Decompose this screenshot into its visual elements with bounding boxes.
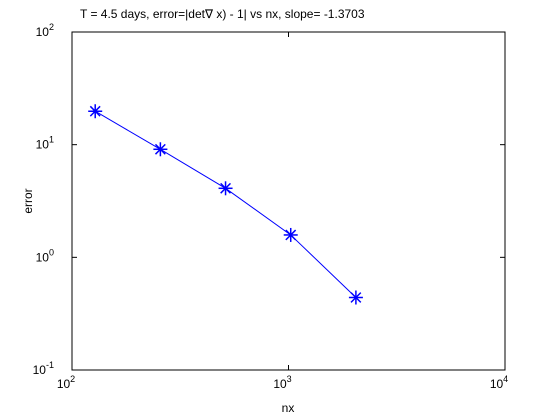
tick-label: 10-1 [33,360,54,377]
marker-stroke [89,105,101,117]
x-axis-label: nx [282,401,295,415]
marker-stroke [220,182,231,194]
tick-label: 102 [36,22,54,39]
tick-exponent: -1 [46,360,54,370]
marker [88,104,103,119]
tick-exponent: 1 [49,135,54,145]
tick-label: 104 [490,374,508,391]
marker-stroke [154,143,166,155]
tick-exponent: 2 [49,22,54,32]
marker [218,181,233,196]
tick-base: 10 [36,25,50,39]
tick-label: 102 [57,374,75,391]
marker-stroke [285,229,297,241]
tick-base: 10 [36,250,50,264]
plot-area [71,31,506,371]
tick-exponent: 3 [287,374,292,384]
marker-stroke [350,292,362,303]
tick-exponent: 4 [503,374,508,384]
marker [348,290,363,305]
tick-label: 103 [273,374,291,391]
tick-base: 10 [33,363,47,377]
y-axis-label: error [21,188,35,213]
tick-base: 10 [36,138,50,152]
marker [153,142,168,157]
tick-exponent: 2 [70,374,75,384]
tick-exponent: 0 [49,247,54,257]
tick-label: 101 [36,135,54,152]
chart-title: T = 4.5 days, error=|det∇ x) - 1| vs nx,… [80,7,365,21]
tick-label: 100 [36,247,54,264]
tick-base: 10 [490,377,504,391]
marker [283,227,298,242]
tick-base: 10 [273,377,287,391]
tick-base: 10 [57,377,71,391]
